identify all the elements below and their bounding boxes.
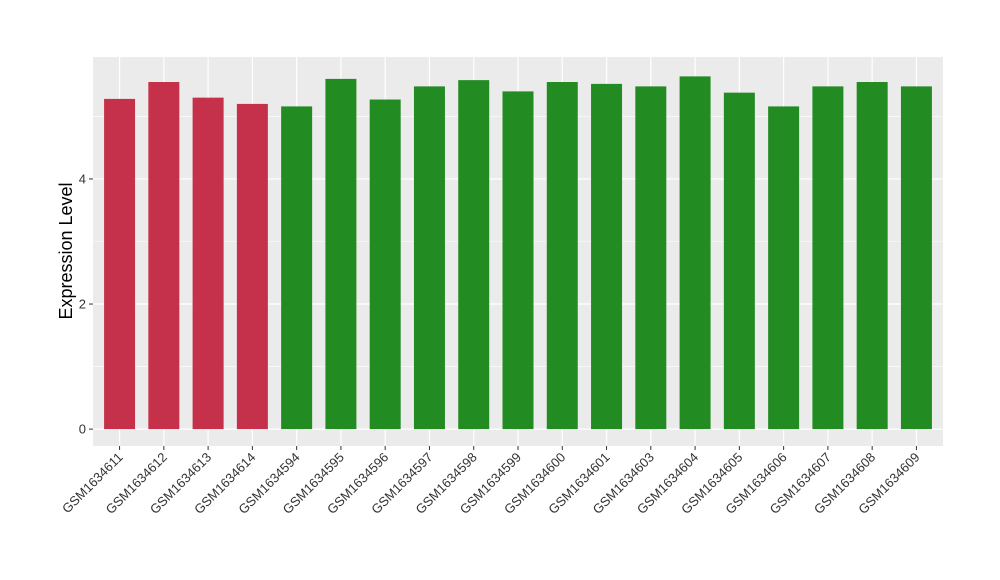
bars <box>104 76 932 430</box>
y-axis-title: Expression Level <box>56 182 76 319</box>
y-axis: 0 2 4 <box>79 171 93 437</box>
bar-GSM1634600 <box>546 82 578 430</box>
bar-GSM1634596 <box>369 99 401 430</box>
bar-GSM1634601 <box>591 83 623 430</box>
bar-GSM1634598 <box>458 80 490 430</box>
y-tick-label: 4 <box>79 171 86 186</box>
bar-GSM1634599 <box>502 91 534 430</box>
bar-GSM1634611 <box>104 98 136 430</box>
bar-GSM1634594 <box>281 106 313 430</box>
bar-GSM1634606 <box>768 106 800 430</box>
y-tick-label: 2 <box>79 297 86 312</box>
bar-GSM1634604 <box>679 76 711 430</box>
bar-GSM1634612 <box>148 82 180 430</box>
bar-GSM1634595 <box>325 78 357 430</box>
x-axis: GSM1634611GSM1634612GSM1634613GSM1634614… <box>59 446 923 517</box>
bar-GSM1634607 <box>812 86 844 430</box>
bar-GSM1634603 <box>635 86 667 430</box>
bar-GSM1634613 <box>192 97 224 430</box>
bar-GSM1634614 <box>236 103 268 430</box>
bar-GSM1634597 <box>413 86 445 430</box>
bar-GSM1634609 <box>900 86 932 430</box>
y-tick-label: 0 <box>79 422 86 437</box>
bar-GSM1634605 <box>723 92 755 430</box>
bar-GSM1634608 <box>856 82 888 430</box>
